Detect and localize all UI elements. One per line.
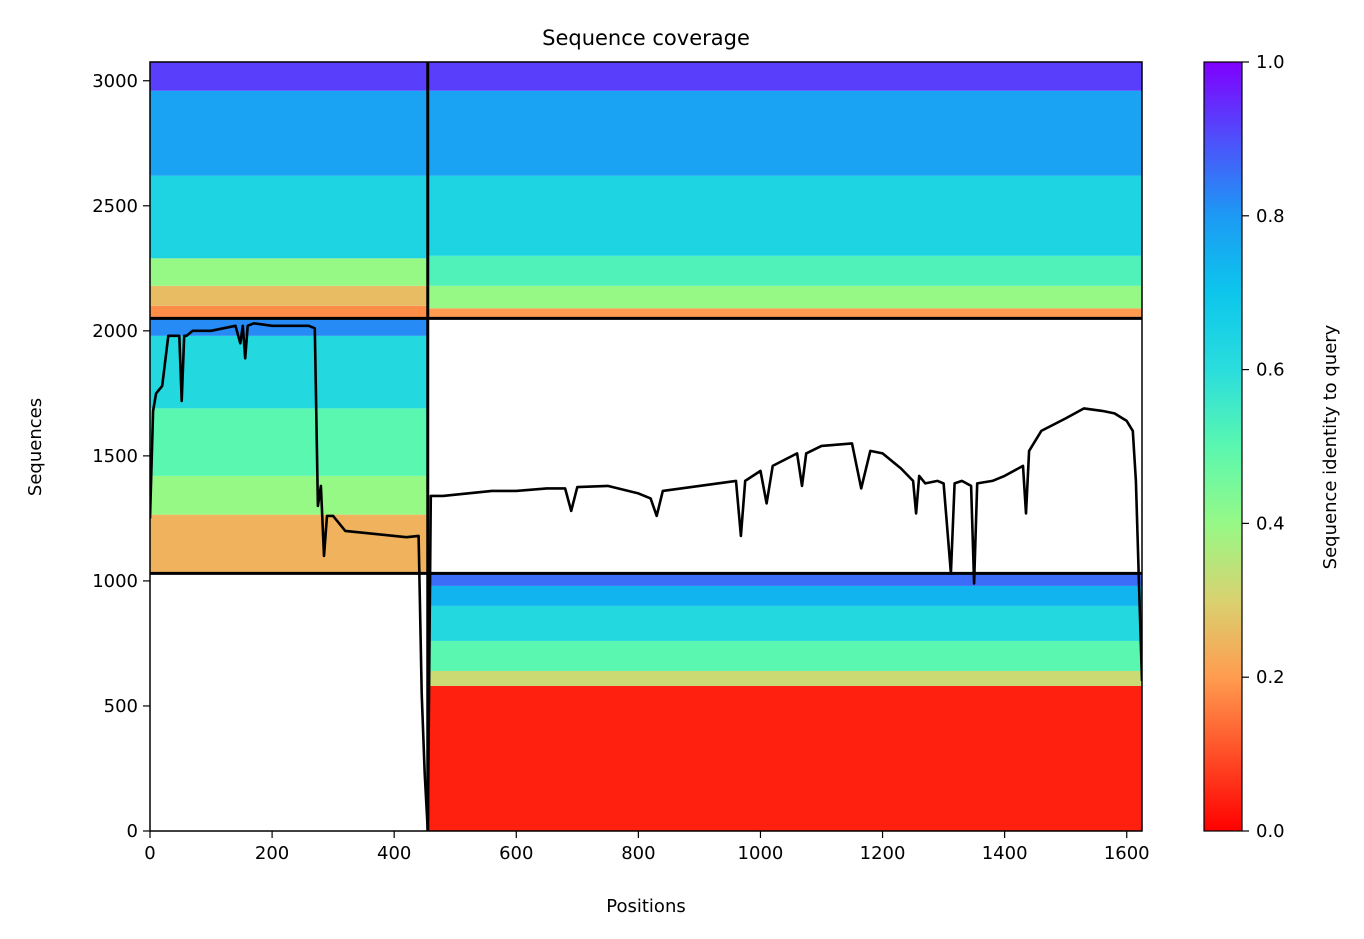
x-tick-label: 0	[144, 843, 155, 864]
chain-boundaries	[150, 62, 1142, 831]
y-tick-label: 2000	[92, 321, 138, 342]
colorbar-tick-label: 0.2	[1256, 667, 1285, 688]
plot-frame	[149, 61, 1143, 832]
coverage-band	[427, 685, 1142, 831]
y-tick-label: 500	[104, 696, 138, 717]
coverage-band	[427, 285, 1142, 309]
coverage-band	[150, 90, 428, 176]
coverage-line	[150, 321, 1142, 831]
colorbar-tick-label: 0.0	[1256, 821, 1285, 842]
coverage-band	[150, 408, 428, 476]
x-tick-label: 1400	[982, 843, 1028, 864]
y-tick-label: 3000	[92, 71, 138, 92]
coverage-band	[150, 514, 428, 574]
coverage-band	[150, 175, 428, 259]
x-tick-label: 1600	[1104, 843, 1150, 864]
y-tick-label: 0	[127, 821, 138, 842]
coverage-band	[427, 90, 1142, 176]
coverage-band	[150, 335, 428, 409]
colorbar-label: Sequence identity to query	[1320, 324, 1341, 569]
coverage-band	[427, 62, 1142, 91]
coverage-line-layer	[150, 321, 1142, 831]
coverage-band	[427, 308, 1142, 319]
x-tick-label: 600	[499, 843, 533, 864]
x-tick-label: 400	[377, 843, 411, 864]
coverage-band	[427, 175, 1142, 256]
coverage-band	[427, 573, 1142, 586]
coverage-band	[150, 62, 428, 91]
chart-title: Sequence coverage	[542, 26, 750, 50]
y-tick-label: 1500	[92, 446, 138, 467]
x-tick-label: 800	[621, 843, 655, 864]
x-axis-ticks: 0 200 400 600 800 1000 1200 1400 1600	[144, 831, 1150, 864]
colorbar	[1203, 61, 1243, 832]
coverage-band	[150, 285, 428, 306]
coverage-band	[427, 585, 1142, 606]
coverage-band	[427, 670, 1142, 686]
heatmap-blocks	[150, 62, 1142, 831]
y-tick-label: 2500	[92, 196, 138, 217]
x-tick-label: 200	[255, 843, 289, 864]
x-tick-label: 1200	[860, 843, 906, 864]
coverage-band	[150, 305, 428, 319]
coverage-band	[427, 640, 1142, 671]
x-tick-label: 1000	[738, 843, 784, 864]
colorbar-tick-label: 0.4	[1256, 513, 1285, 534]
y-axis-ticks: 0 500 1000 1500 2000 2500 3000	[92, 71, 150, 842]
y-axis-label: Sequences	[25, 398, 46, 496]
colorbar-tick-label: 1.0	[1256, 52, 1285, 73]
coverage-band	[427, 605, 1142, 641]
colorbar-tick-label: 0.6	[1256, 360, 1285, 381]
colorbar-ticks: 0.0 0.2 0.4 0.6 0.8 1.0	[1242, 52, 1285, 842]
coverage-band	[150, 258, 428, 286]
coverage-band	[150, 475, 428, 515]
colorbar-tick-label: 0.8	[1256, 206, 1285, 227]
y-tick-label: 1000	[92, 571, 138, 592]
x-axis-label: Positions	[606, 896, 685, 917]
coverage-band	[427, 255, 1142, 286]
